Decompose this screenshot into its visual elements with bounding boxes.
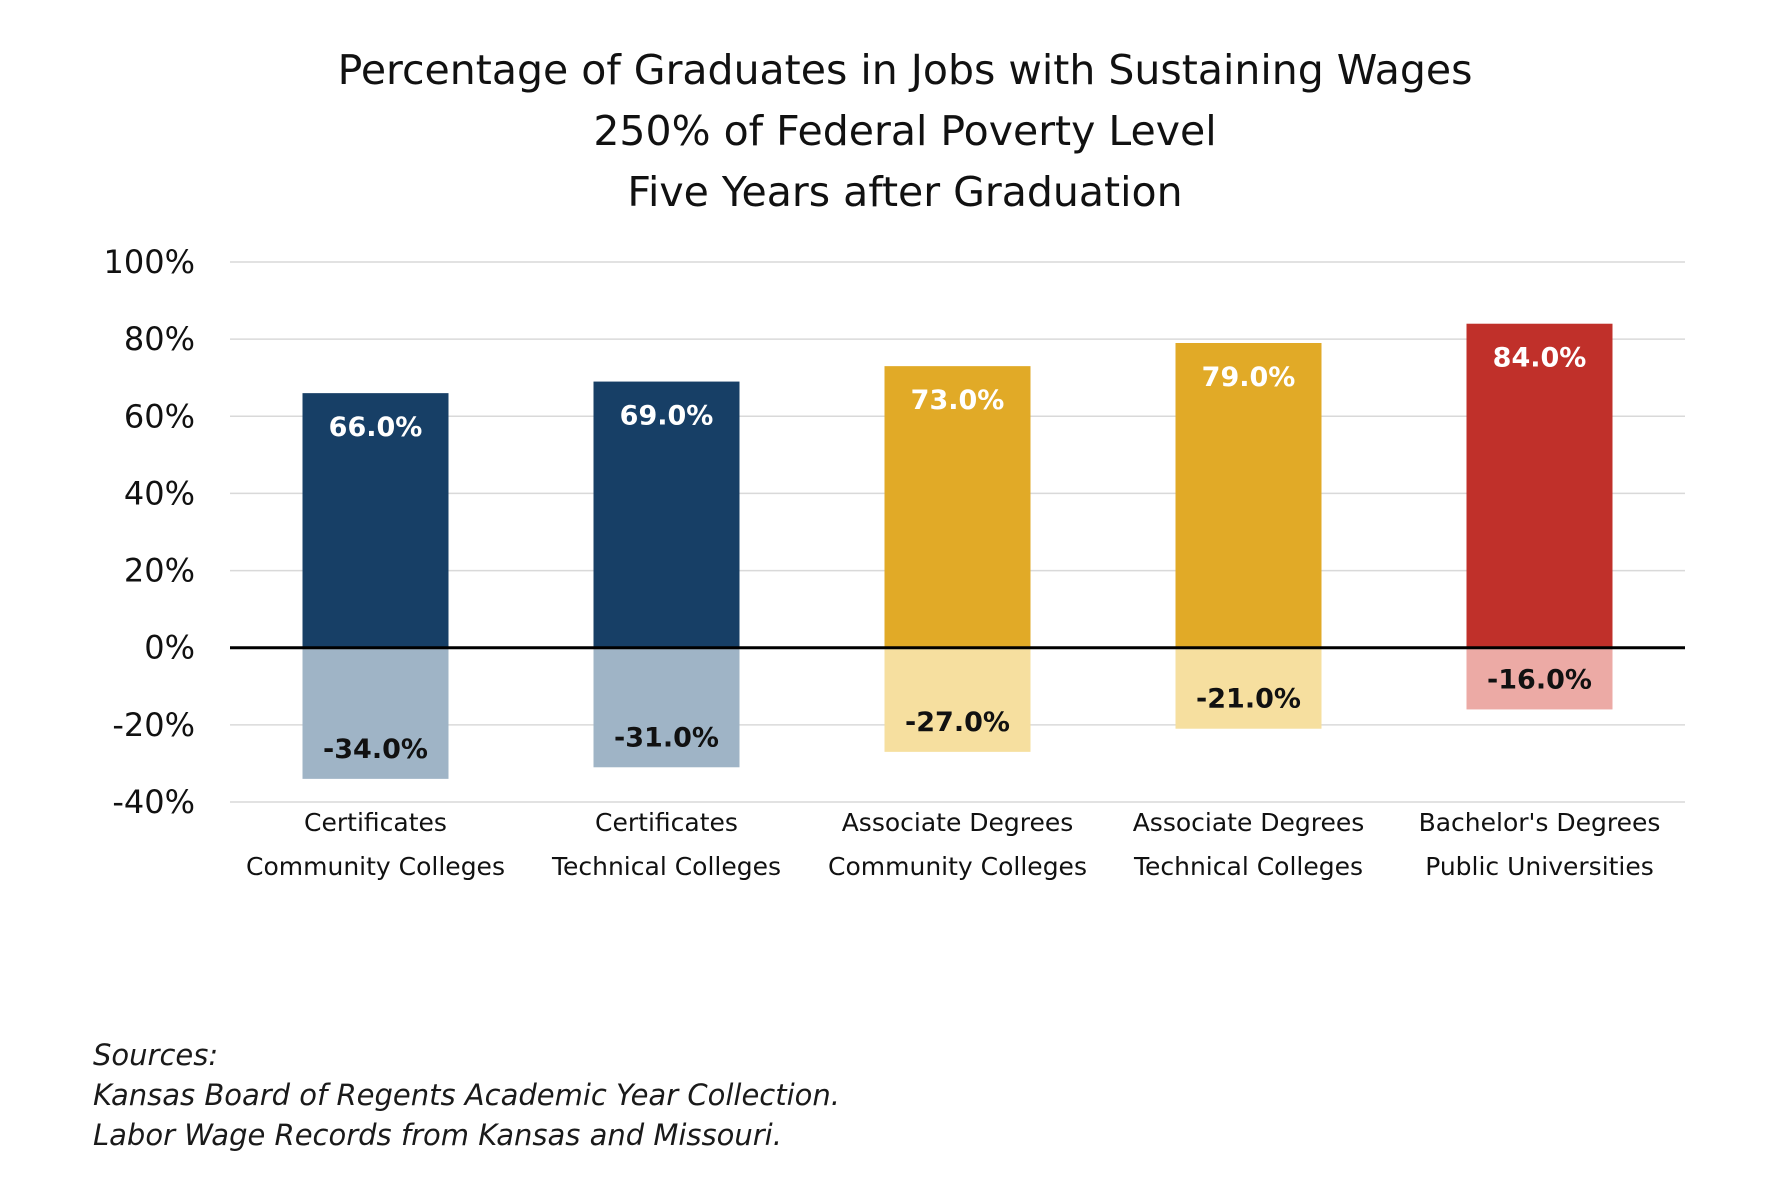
data-label-negative: -27.0%	[905, 707, 1010, 738]
y-tick-label: 60%	[124, 397, 195, 435]
y-tick-label: 80%	[124, 320, 195, 358]
data-label-positive: 66.0%	[329, 412, 423, 443]
x-tick-label: Community Colleges	[828, 852, 1087, 881]
data-label-negative: -34.0%	[323, 734, 428, 765]
chart-title-line-2: 250% of Federal Poverty Level	[593, 107, 1217, 155]
x-tick-label: Certificates	[595, 808, 738, 837]
source-line-2: Labor Wage Records from Kansas and Misso…	[93, 1118, 782, 1152]
chart-title-line-1: Percentage of Graduates in Jobs with Sus…	[337, 46, 1473, 94]
y-tick-label: -20%	[112, 706, 195, 744]
bar-positive	[1175, 343, 1322, 648]
y-tick-label: 100%	[104, 243, 195, 281]
bar-negative	[1175, 647, 1322, 729]
sources-note: Sources: Kansas Board of Regents Academi…	[93, 1035, 840, 1155]
x-tick-label: Associate Degrees	[842, 808, 1074, 837]
bar-negative	[593, 647, 740, 768]
y-tick-label: 20%	[124, 552, 195, 590]
bar-negative	[302, 647, 449, 779]
chart-title: Percentage of Graduates in Jobs with Sus…	[0, 40, 1768, 223]
sources-heading: Sources:	[93, 1038, 219, 1072]
data-label-positive: 79.0%	[1202, 362, 1296, 393]
x-tick-label: Certificates	[304, 808, 447, 837]
bar-positive	[593, 381, 740, 648]
bar-positive	[302, 393, 449, 648]
plot-area: 100% 80% 60% 40% 20% 0% -20% -40% 66.0% -34.0% Cer…	[104, 243, 1685, 881]
y-tick-label: -40%	[112, 783, 195, 821]
x-tick-label: Bachelor's Degrees	[1419, 808, 1661, 837]
y-tick-label: 40%	[124, 474, 195, 512]
bar-positive	[1466, 323, 1613, 648]
data-label-positive: 73.0%	[911, 385, 1005, 416]
data-label-negative: -21.0%	[1196, 684, 1301, 715]
x-tick-label: Technical Colleges	[1133, 852, 1363, 881]
bar-positive	[884, 366, 1031, 648]
x-tick-label: Associate Degrees	[1133, 808, 1365, 837]
data-label-positive: 69.0%	[620, 401, 714, 432]
data-label-negative: -16.0%	[1487, 664, 1592, 695]
bar-negative	[884, 647, 1031, 752]
source-line-1: Kansas Board of Regents Academic Year Co…	[93, 1078, 841, 1112]
x-tick-label: Community Colleges	[246, 852, 505, 881]
chart-title-line-3: Five Years after Graduation	[627, 168, 1183, 216]
x-tick-label: Technical Colleges	[551, 852, 781, 881]
data-label-negative: -31.0%	[614, 722, 719, 753]
x-tick-label: Public Universities	[1425, 852, 1654, 881]
bar-negative	[1466, 647, 1613, 710]
y-tick-label: 0%	[144, 629, 195, 667]
data-label-positive: 84.0%	[1493, 343, 1587, 374]
